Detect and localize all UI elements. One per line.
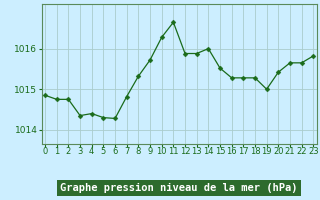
Text: Graphe pression niveau de la mer (hPa): Graphe pression niveau de la mer (hPa) (60, 183, 298, 193)
